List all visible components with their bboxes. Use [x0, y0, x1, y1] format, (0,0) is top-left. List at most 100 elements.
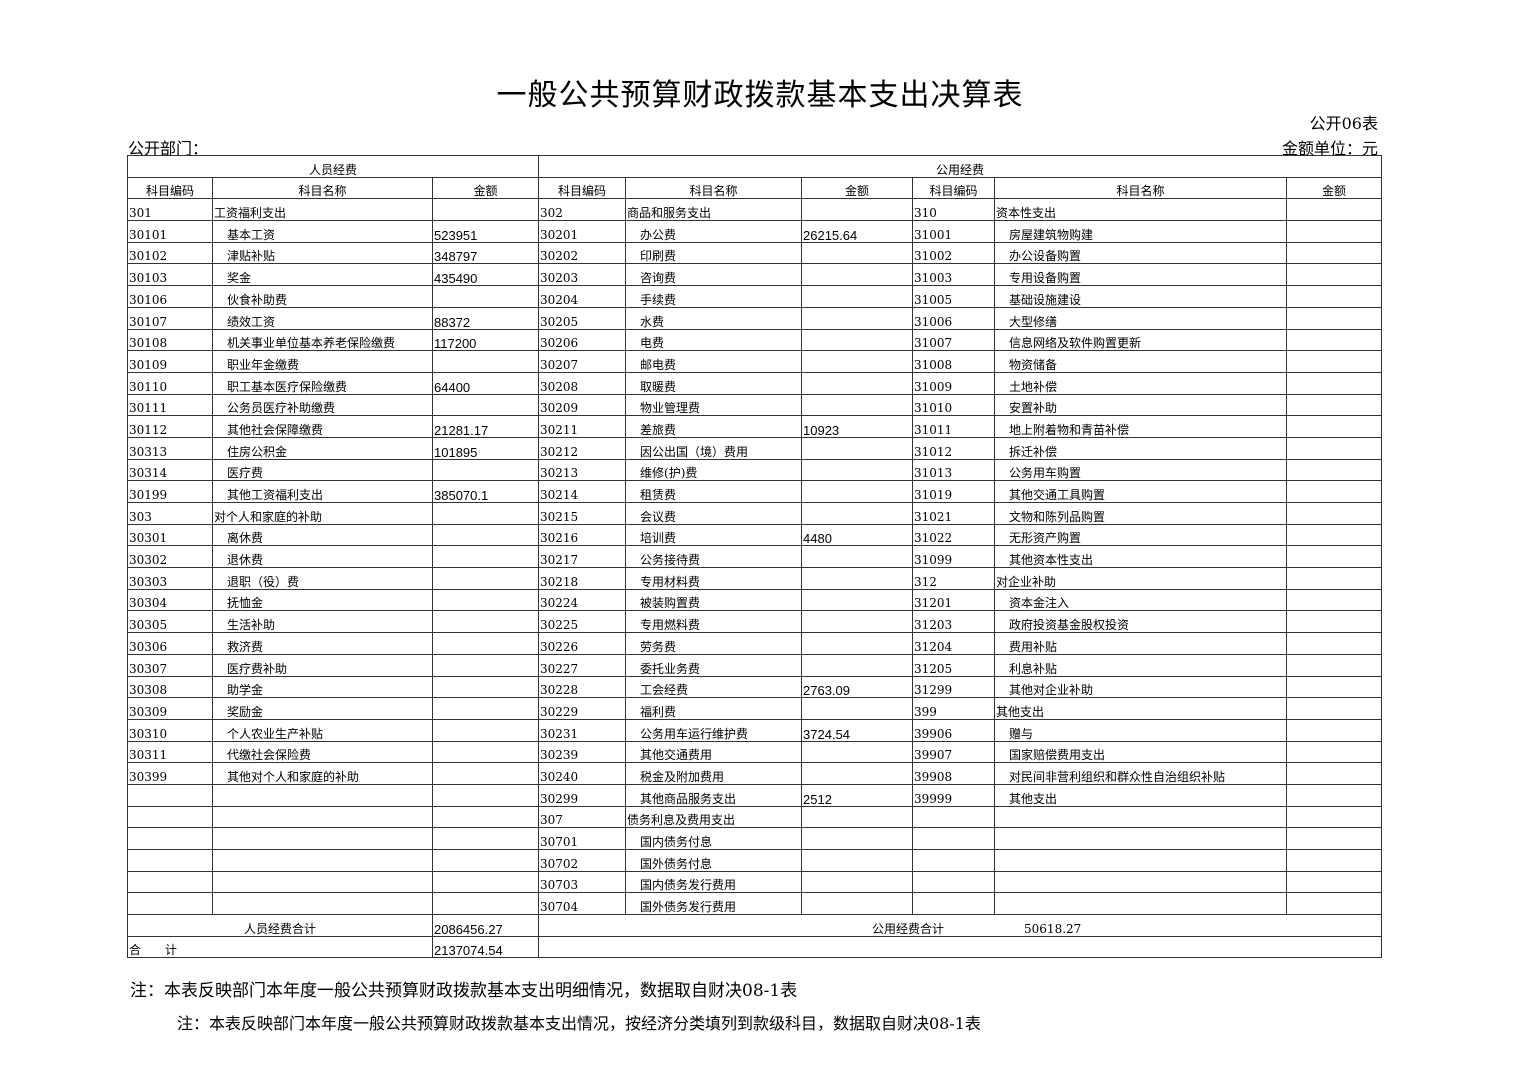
cell-code: 39907	[912, 740, 996, 764]
cell-code: 30206	[538, 328, 627, 352]
cell-name: 其他支出	[994, 697, 1288, 720]
cell-name: 工资福利支出	[212, 198, 433, 222]
cell-code: 31204	[912, 632, 996, 655]
group-header-personnel: 人员经费	[126, 155, 540, 178]
cell-name: 物业管理费	[625, 393, 803, 417]
cell-name: 其他工资福利支出	[212, 480, 433, 503]
table-row: 30309 奖励金 30229 福利费 399 其他支出	[127, 697, 1383, 720]
cell-code: 30231	[538, 718, 627, 742]
cell-code: 30703	[538, 870, 627, 894]
cell-code: 30208	[538, 371, 627, 395]
cell-amount: 3724.54	[801, 718, 914, 742]
cell-amount	[1286, 653, 1383, 677]
cell-code: 30225	[538, 610, 627, 634]
cell-name: 离休费	[212, 523, 433, 547]
cell-name: 债务利息及费用支出	[625, 805, 803, 829]
cell-code: 30203	[538, 263, 627, 287]
cell-code: 31010	[912, 393, 996, 417]
cell-code: 30307	[127, 653, 213, 677]
cell-code: 30229	[538, 697, 627, 720]
cell-code	[127, 805, 213, 829]
cell-code: 30301	[127, 523, 213, 547]
cell-amount	[801, 827, 914, 850]
table-row: 30311 代缴社会保险费 30239 其他交通费用 39907 国家赔偿费用支出	[127, 740, 1383, 764]
cell-name: 医疗费	[212, 458, 433, 482]
cell-amount	[431, 545, 540, 569]
cell-amount: 2763.09	[801, 675, 914, 699]
cell-name: 津贴补贴	[212, 241, 433, 265]
table-row: 30110 职工基本医疗保险缴费 64400 30208 取暖费 31009 土地补偿	[127, 371, 1383, 395]
cell-code: 30701	[538, 827, 627, 850]
cell-amount: 101895	[431, 436, 540, 460]
cell-amount	[801, 892, 914, 916]
cell-amount	[1286, 610, 1383, 634]
cell-amount	[1286, 523, 1383, 547]
cell-code: 30218	[538, 567, 627, 590]
cell-name: 医疗费补助	[212, 653, 433, 677]
cell-amount	[1286, 415, 1383, 438]
cell-amount: 523951	[431, 220, 540, 243]
cell-name: 救济费	[212, 632, 433, 655]
cell-code: 30108	[127, 328, 213, 352]
cell-code: 30111	[127, 393, 213, 417]
cell-amount	[431, 870, 540, 894]
cell-code	[127, 849, 213, 872]
cell-code: 30313	[127, 436, 213, 460]
cell-name: 福利费	[625, 697, 803, 720]
cell-amount	[1286, 870, 1383, 894]
cell-amount	[801, 198, 914, 222]
cell-amount	[431, 805, 540, 829]
cell-name: 退职（役）费	[212, 567, 433, 590]
cell-code: 30106	[127, 285, 213, 308]
cell-code: 39906	[912, 718, 996, 742]
table-row: 30704 国外债务发行费用	[127, 892, 1383, 916]
cell-amount	[431, 675, 540, 699]
cell-amount	[801, 328, 914, 352]
cell-name: 其他交通工具购置	[994, 480, 1288, 503]
cell-name: 办公设备购置	[994, 241, 1288, 265]
cell-amount	[431, 393, 540, 417]
cell-amount	[431, 523, 540, 547]
public-total-cell: 公用经费合计 50618.27	[538, 914, 1383, 937]
cell-code: 30102	[127, 241, 213, 265]
cell-code: 30240	[538, 762, 627, 785]
cell-code: 307	[538, 805, 627, 829]
table-row: 30107 绩效工资 88372 30205 水费 31006 大型修缮	[127, 306, 1383, 330]
cell-code: 30311	[127, 740, 213, 764]
cell-name: 税金及附加费用	[625, 762, 803, 785]
cell-amount: 4480	[801, 523, 914, 547]
table-row: 30103 奖金 435490 30203 咨询费 31003 专用设备购置	[127, 263, 1383, 287]
cell-amount	[1286, 241, 1383, 265]
cell-amount	[1286, 220, 1383, 243]
cell-amount	[1286, 328, 1383, 352]
cell-name: 物资储备	[994, 350, 1288, 373]
cell-amount: 21281.17	[431, 415, 540, 438]
cell-name: 职业年金缴费	[212, 350, 433, 373]
cell-amount	[431, 849, 540, 872]
cell-name: 专用设备购置	[994, 263, 1288, 287]
cell-amount	[801, 285, 914, 308]
table-row: 30304 抚恤金 30224 被装购置费 31201 资本金注入	[127, 588, 1383, 612]
cell-name: 水费	[625, 306, 803, 330]
cell-amount	[431, 783, 540, 807]
cell-amount	[431, 350, 540, 373]
grand-total-label: 合 计	[127, 935, 433, 959]
cell-name: 对个人和家庭的补助	[212, 502, 433, 525]
cell-code: 30214	[538, 480, 627, 503]
cell-code: 30101	[127, 220, 213, 243]
cell-name: 生活补助	[212, 610, 433, 634]
cell-code: 31005	[912, 285, 996, 308]
cell-code: 301	[127, 198, 213, 222]
table-row: 30310 个人农业生产补贴 30231 公务用车运行维护费 3724.54 39906 赠…	[127, 718, 1383, 742]
cell-name: 奖励金	[212, 697, 433, 720]
cell-amount	[431, 632, 540, 655]
cell-amount: 10923	[801, 415, 914, 438]
col-header-name: 科目名称	[625, 176, 803, 200]
table-row: 30306 救济费 30226 劳务费 31204 费用补贴	[127, 632, 1383, 655]
cell-code: 31022	[912, 523, 996, 547]
cell-code: 303	[127, 502, 213, 525]
cell-name: 劳务费	[625, 632, 803, 655]
cell-amount	[801, 653, 914, 677]
cell-name: 国家赔偿费用支出	[994, 740, 1288, 764]
cell-code: 30109	[127, 350, 213, 373]
